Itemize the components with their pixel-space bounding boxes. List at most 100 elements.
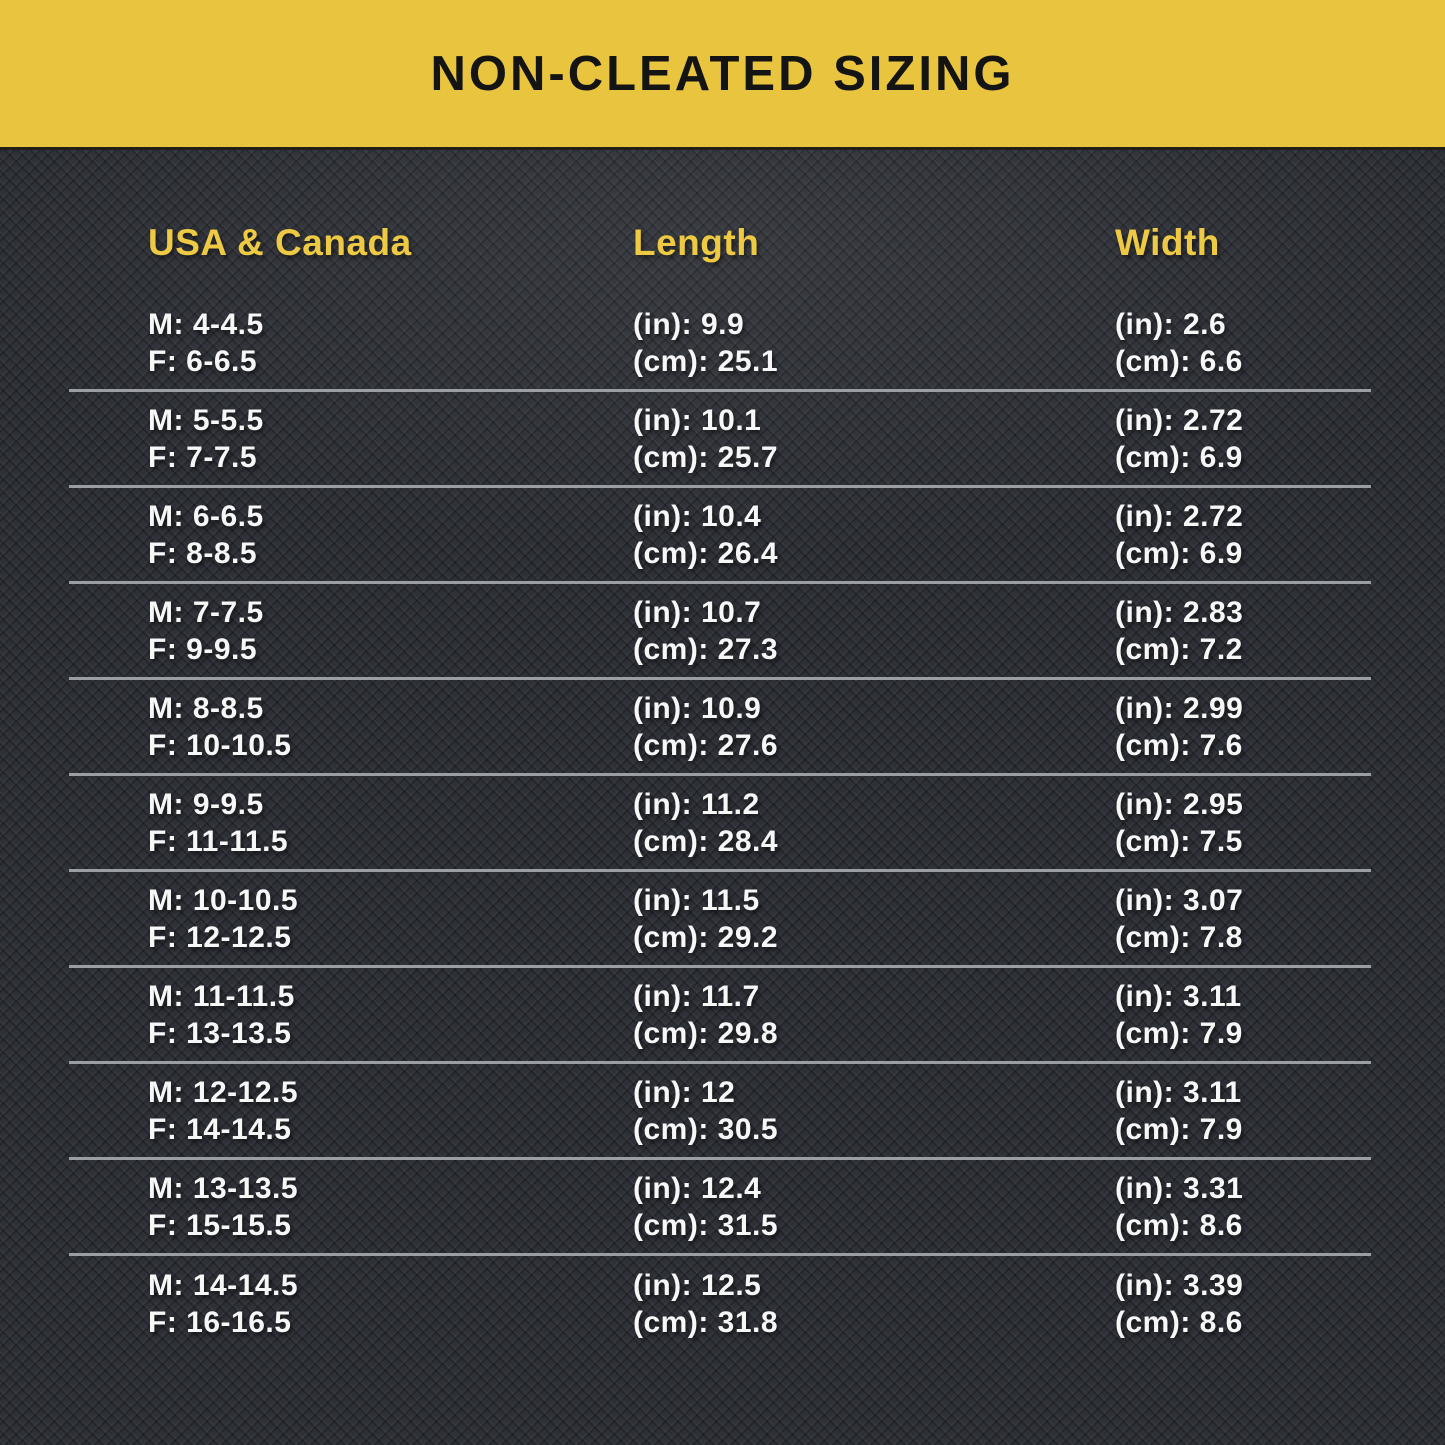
cell-line: M: 7-7.5 [148,595,264,629]
table-row: M: 11-11.5 F: 13-13.5 (in): 11.7 (cm): 29.8… [69,968,1371,1064]
cell-line: F: 11-11.5 [148,824,289,858]
usa-canada-cell: M: 8-8.5 F: 10-10.5 [148,690,633,764]
cell-line: (in): 11.5 [633,883,760,917]
cell-line: F: 8-8.5 [148,536,258,570]
table-row: M: 13-13.5 F: 15-15.5 (in): 12.4 (cm): 31.5… [69,1160,1371,1256]
cell-line: M: 6-6.5 [148,499,264,533]
table-header-row: USA & Canada Length Width [69,150,1371,296]
cell-line: (in): 3.39 [1115,1269,1244,1302]
usa-canada-cell: M: 12-12.5 F: 14-14.5 [148,1074,633,1148]
cell-line: F: 10-10.5 [148,728,292,762]
cell-line: F: 9-9.5 [148,632,258,666]
banner: NON-CLEATED SIZING [0,0,1445,150]
cell-line: (cm): 7.8 [1115,920,1243,954]
cell-line: (cm): 27.3 [633,632,779,666]
cell-line: (cm): 8.6 [1115,1208,1243,1242]
length-cell: (in): 9.9 (cm): 25.1 [633,306,1115,380]
cell-line: (cm): 7.2 [1115,632,1243,666]
cell-line: (in): 10.7 [633,595,762,629]
usa-canada-cell: M: 9-9.5 F: 11-11.5 [148,786,633,860]
cell-line: F: 16-16.5 [148,1306,292,1339]
usa-canada-cell: M: 6-6.5 F: 8-8.5 [148,498,633,572]
cell-line: (cm): 7.9 [1115,1112,1243,1146]
cell-line: (cm): 29.2 [633,920,779,954]
width-cell: (in): 3.07 (cm): 7.8 [1115,882,1371,956]
cell-line: (cm): 30.5 [633,1112,779,1146]
usa-canada-cell: M: 10-10.5 F: 12-12.5 [148,882,633,956]
cell-line: (in): 3.11 [1115,1075,1242,1109]
width-cell: (in): 3.11 (cm): 7.9 [1115,978,1371,1052]
cell-line: F: 7-7.5 [148,440,258,474]
width-cell: (in): 3.39 (cm): 8.6 [1115,1267,1371,1341]
length-cell: (in): 10.4 (cm): 26.4 [633,498,1115,572]
column-header-usa-canada: USA & Canada [148,222,412,263]
cell-line: (in): 9.9 [633,307,745,341]
table-row: M: 10-10.5 F: 12-12.5 (in): 11.5 (cm): 29.2… [69,872,1371,968]
length-cell: (in): 12.5 (cm): 31.8 [633,1267,1115,1341]
cell-line: M: 14-14.5 [148,1269,299,1302]
length-cell: (in): 11.5 (cm): 29.2 [633,882,1115,956]
table-row: M: 14-14.5 F: 16-16.5 (in): 12.5 (cm): 31.8… [69,1256,1371,1352]
width-cell: (in): 2.72 (cm): 6.9 [1115,402,1371,476]
usa-canada-cell: M: 4-4.5 F: 6-6.5 [148,306,633,380]
cell-line: (cm): 25.1 [633,344,779,378]
table-row: M: 7-7.5 F: 9-9.5 (in): 10.7 (cm): 27.3 (in)… [69,584,1371,680]
cell-line: (in): 2.6 [1115,307,1227,341]
cell-line: M: 4-4.5 [148,307,264,341]
length-cell: (in): 12 (cm): 30.5 [633,1074,1115,1148]
usa-canada-cell: M: 7-7.5 F: 9-9.5 [148,594,633,668]
cell-line: (in): 10.9 [633,691,762,725]
sizing-table-area: USA & Canada Length Width M: 4-4.5 F: 6-6… [0,150,1445,1445]
cell-line: M: 9-9.5 [148,787,264,821]
cell-line: (cm): 6.6 [1115,344,1243,378]
table-row: M: 9-9.5 F: 11-11.5 (in): 11.2 (cm): 28.4 (i… [69,776,1371,872]
cell-line: M: 10-10.5 [148,883,299,917]
table-row: M: 12-12.5 F: 14-14.5 (in): 12 (cm): 30.5 (i… [69,1064,1371,1160]
width-cell: (in): 2.72 (cm): 6.9 [1115,498,1371,572]
cell-line: (in): 11.7 [633,979,760,1013]
cell-line: (in): 3.07 [1115,883,1244,917]
usa-canada-cell: M: 14-14.5 F: 16-16.5 [148,1267,633,1341]
table-row: M: 6-6.5 F: 8-8.5 (in): 10.4 (cm): 26.4 (in)… [69,488,1371,584]
cell-line: F: 6-6.5 [148,344,258,378]
cell-line: (cm): 6.9 [1115,536,1243,570]
cell-line: (cm): 31.5 [633,1208,779,1242]
cell-line: (in): 2.99 [1115,691,1244,725]
cell-line: (cm): 29.8 [633,1016,779,1050]
length-cell: (in): 10.7 (cm): 27.3 [633,594,1115,668]
cell-line: (cm): 31.8 [633,1306,779,1339]
length-cell: (in): 10.1 (cm): 25.7 [633,402,1115,476]
cell-line: F: 12-12.5 [148,920,292,954]
width-cell: (in): 2.95 (cm): 7.5 [1115,786,1371,860]
cell-line: (in): 10.1 [633,403,762,437]
cell-line: (in): 2.95 [1115,787,1244,821]
column-header-length: Length [633,222,760,263]
length-cell: (in): 11.2 (cm): 28.4 [633,786,1115,860]
length-cell: (in): 11.7 (cm): 29.8 [633,978,1115,1052]
cell-line: (cm): 28.4 [633,824,779,858]
cell-line: M: 8-8.5 [148,691,264,725]
cell-line: (cm): 7.5 [1115,824,1243,858]
width-cell: (in): 2.83 (cm): 7.2 [1115,594,1371,668]
cell-line: M: 13-13.5 [148,1171,299,1205]
cell-line: (cm): 25.7 [633,440,779,474]
cell-line: (in): 10.4 [633,499,762,533]
usa-canada-cell: M: 13-13.5 F: 15-15.5 [148,1170,633,1244]
cell-line: (in): 12 [633,1075,736,1109]
cell-line: M: 5-5.5 [148,403,264,437]
usa-canada-cell: M: 5-5.5 F: 7-7.5 [148,402,633,476]
table-row: M: 8-8.5 F: 10-10.5 (in): 10.9 (cm): 27.6 (i… [69,680,1371,776]
usa-canada-cell: M: 11-11.5 F: 13-13.5 [148,978,633,1052]
width-cell: (in): 3.11 (cm): 7.9 [1115,1074,1371,1148]
size-table-body: M: 4-4.5 F: 6-6.5 (in): 9.9 (cm): 25.1 (in):… [69,296,1371,1352]
cell-line: M: 12-12.5 [148,1075,299,1109]
length-cell: (in): 10.9 (cm): 27.6 [633,690,1115,764]
width-cell: (in): 3.31 (cm): 8.6 [1115,1170,1371,1244]
width-cell: (in): 2.99 (cm): 7.6 [1115,690,1371,764]
sizing-table: USA & Canada Length Width M: 4-4.5 F: 6-6… [69,150,1371,1352]
cell-line: (cm): 6.9 [1115,440,1243,474]
cell-line: (in): 3.31 [1115,1171,1244,1205]
column-header-width: Width [1115,222,1220,263]
cell-line: F: 15-15.5 [148,1208,292,1242]
